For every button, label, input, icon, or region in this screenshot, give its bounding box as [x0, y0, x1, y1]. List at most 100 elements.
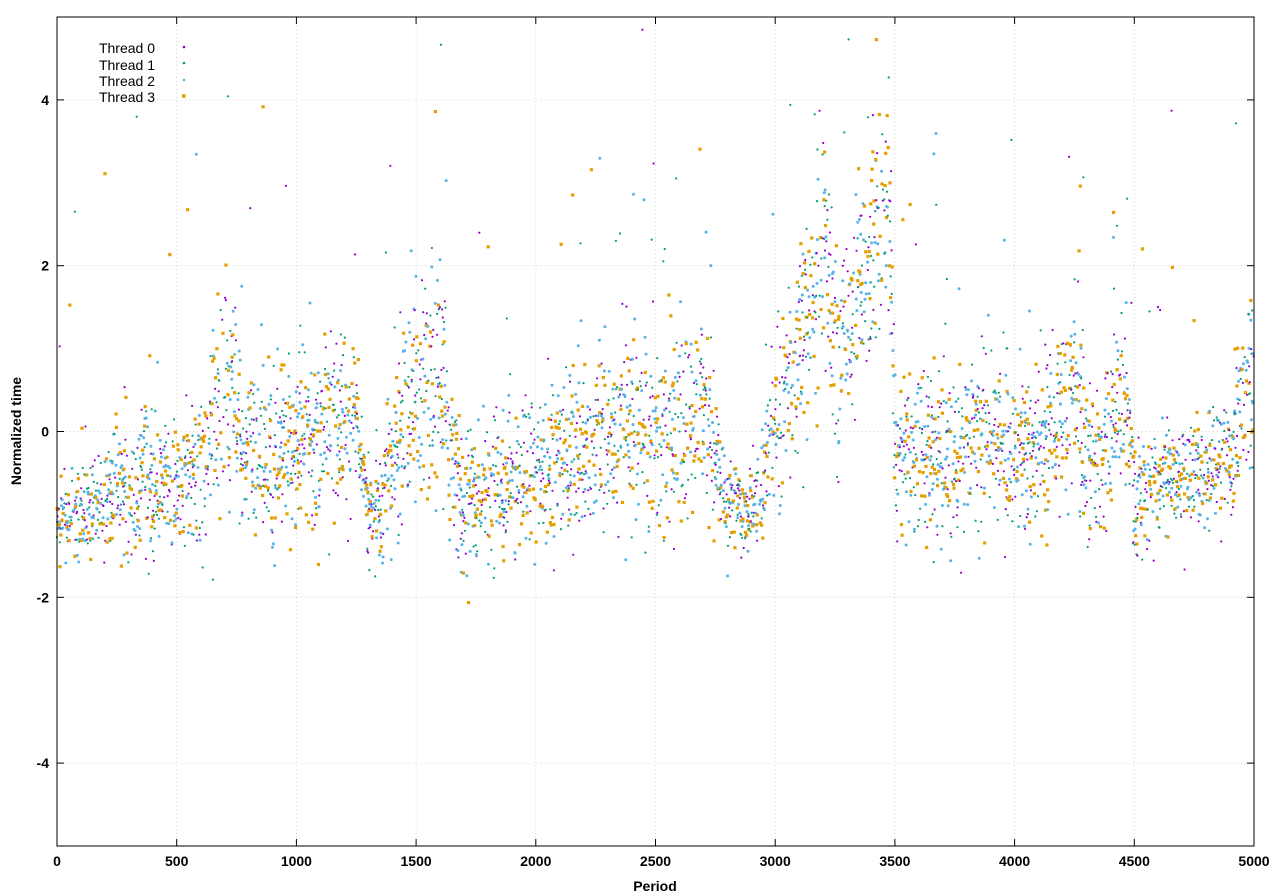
point-thread-3: [568, 444, 572, 448]
point-thread-3: [808, 313, 812, 317]
point-thread-2: [532, 475, 536, 479]
point-thread-3: [197, 422, 201, 426]
point-thread-0: [1232, 477, 1235, 480]
point-thread-3: [849, 276, 853, 280]
point-thread-2: [518, 471, 522, 475]
point-thread-0: [1130, 301, 1133, 304]
point-thread-0: [811, 294, 814, 297]
point-thread-0: [205, 472, 208, 475]
point-thread-0: [1194, 473, 1197, 476]
point-thread-1: [1139, 499, 1142, 502]
point-thread-2: [690, 370, 694, 374]
point-thread-2: [816, 177, 820, 181]
point-thread-1: [235, 440, 239, 443]
point-thread-2: [340, 407, 344, 411]
point-thread-1: [670, 449, 673, 452]
point-thread-0: [1023, 527, 1027, 531]
point-thread-3: [953, 449, 957, 453]
point-thread-3: [1232, 491, 1236, 495]
point-thread-1: [1049, 410, 1052, 414]
point-thread-1: [1085, 417, 1088, 420]
point-thread-3: [1048, 449, 1052, 453]
point-thread-1: [375, 429, 378, 432]
point-thread-0: [462, 520, 465, 523]
point-thread-0: [602, 507, 605, 510]
point-thread-3: [187, 461, 191, 465]
point-thread-1: [492, 576, 495, 580]
point-thread-0: [802, 349, 805, 352]
point-thread-3: [486, 452, 491, 456]
point-thread-1: [1226, 501, 1229, 504]
point-thread-3: [176, 443, 180, 447]
point-thread-2: [663, 408, 666, 412]
point-thread-0: [830, 366, 833, 369]
point-thread-1: [1034, 515, 1037, 518]
point-thread-3: [578, 477, 582, 482]
point-thread-3: [146, 475, 150, 479]
point-thread-0: [1040, 424, 1043, 427]
point-thread-3: [1012, 458, 1016, 462]
point-thread-1: [468, 486, 471, 489]
point-thread-3: [477, 499, 481, 503]
point-thread-2: [596, 414, 600, 418]
point-thread-1: [702, 388, 705, 391]
point-thread-1: [711, 508, 714, 511]
point-thread-2: [1025, 489, 1028, 493]
point-thread-1: [926, 440, 929, 443]
point-thread-2: [62, 506, 66, 510]
point-thread-2: [811, 327, 815, 331]
point-thread-3: [880, 278, 884, 282]
point-thread-3: [383, 483, 387, 487]
point-thread-3: [1076, 385, 1080, 389]
point-thread-0: [769, 414, 773, 418]
point-thread-3: [1060, 475, 1064, 479]
point-thread-3: [835, 304, 839, 308]
point-thread-2: [114, 463, 118, 467]
point-thread-0: [281, 459, 285, 462]
point-thread-1: [627, 413, 631, 416]
point-thread-2: [670, 417, 674, 421]
point-thread-0: [444, 420, 447, 423]
point-thread-2: [907, 520, 911, 524]
point-thread-0: [895, 463, 898, 466]
point-thread-3: [127, 475, 132, 479]
point-thread-2: [268, 470, 272, 473]
point-thread-3: [661, 376, 665, 380]
point-thread-2: [63, 513, 67, 517]
point-thread-1: [838, 346, 841, 349]
point-thread-3: [464, 521, 468, 525]
point-thread-3: [296, 461, 300, 465]
point-thread-0: [68, 502, 71, 505]
point-thread-1: [371, 495, 375, 498]
point-thread-0: [1066, 452, 1069, 455]
point-thread-1: [1141, 558, 1144, 561]
point-thread-3: [509, 506, 513, 510]
point-thread-1: [780, 495, 783, 498]
point-thread-1: [552, 394, 555, 397]
point-thread-2: [1036, 442, 1040, 446]
point-thread-2: [137, 437, 141, 441]
point-thread-1: [814, 311, 817, 314]
point-thread-3: [339, 477, 343, 481]
point-thread-3: [1218, 506, 1223, 510]
point-thread-2: [484, 476, 488, 480]
point-thread-2: [634, 518, 638, 522]
point-thread-2: [378, 553, 381, 557]
point-thread-3: [576, 454, 580, 458]
point-thread-2: [81, 537, 85, 541]
point-thread-1: [996, 518, 999, 522]
point-thread-0: [1019, 443, 1022, 447]
point-thread-1: [255, 419, 258, 422]
point-thread-2: [1084, 408, 1088, 412]
point-thread-2: [665, 481, 669, 485]
point-thread-0: [754, 492, 757, 495]
point-thread-2: [406, 461, 410, 465]
point-thread-0: [839, 309, 842, 313]
point-thread-1: [977, 411, 981, 414]
point-thread-1: [319, 380, 322, 383]
point-thread-2: [208, 452, 212, 456]
point-thread-1: [736, 513, 739, 516]
point-thread-2: [1168, 448, 1172, 452]
point-thread-1: [386, 454, 389, 457]
point-thread-3: [1148, 483, 1152, 487]
